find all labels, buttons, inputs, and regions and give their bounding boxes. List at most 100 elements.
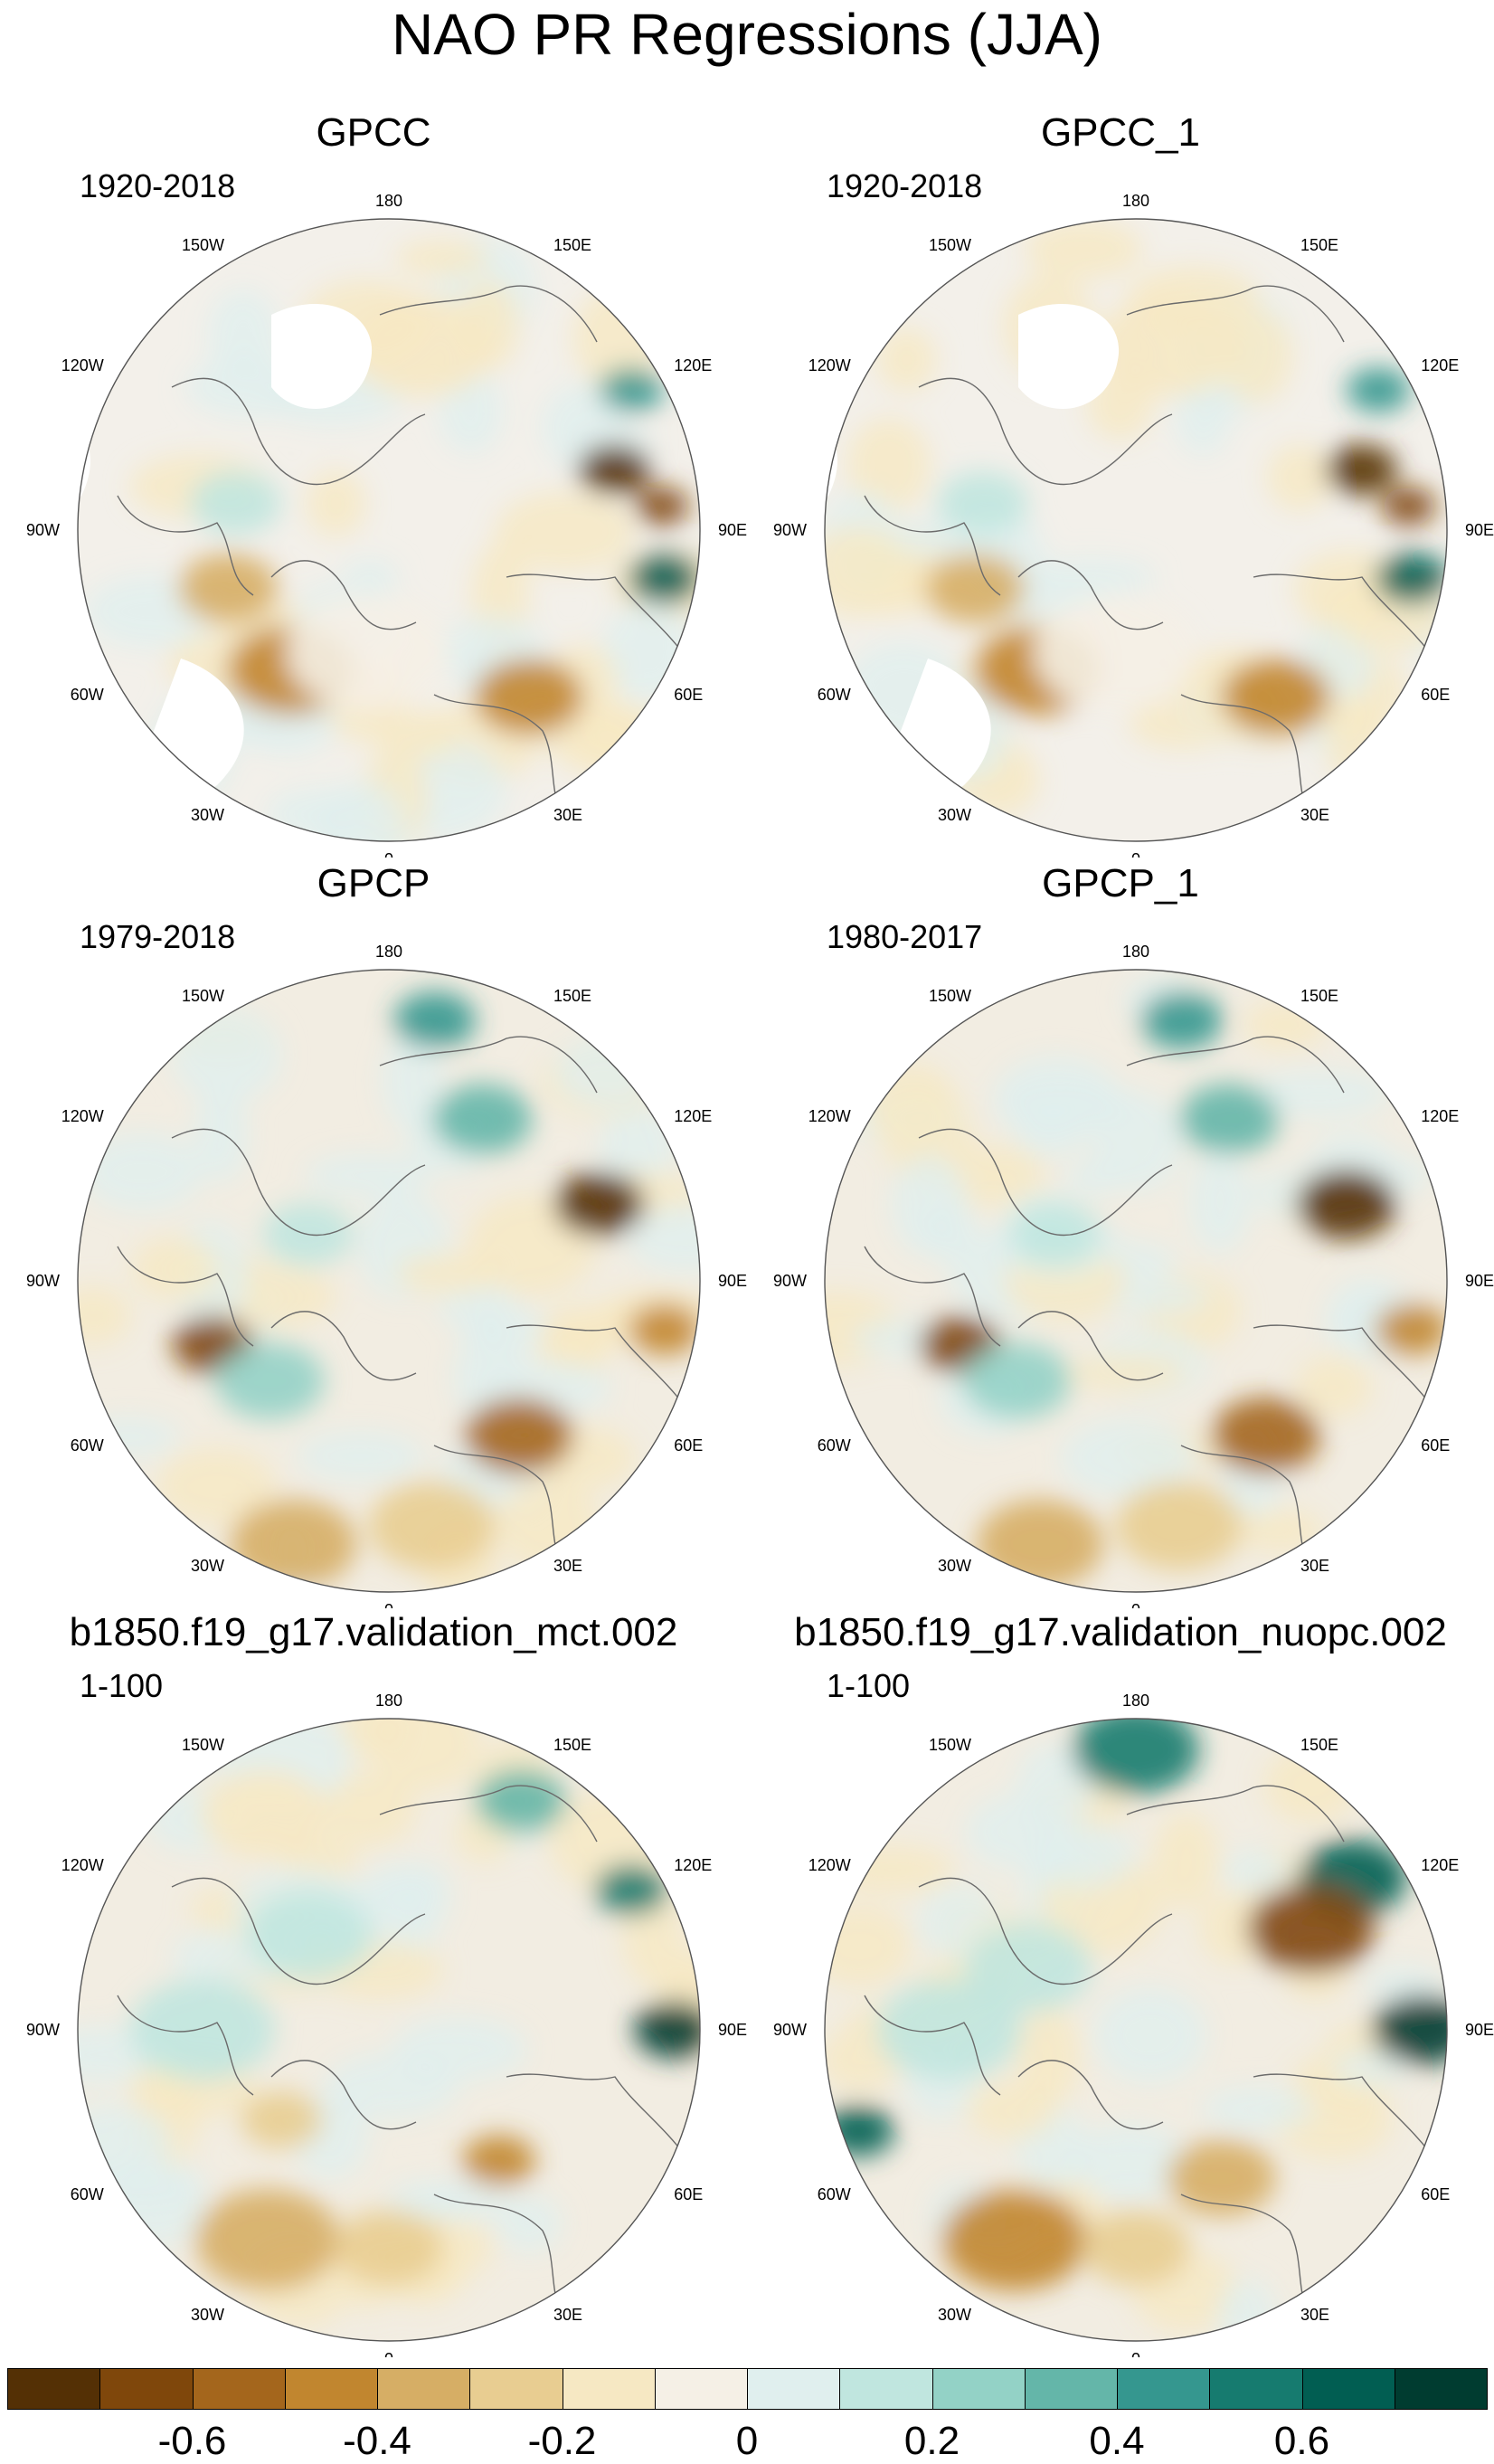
anomaly-patch xyxy=(876,1979,1022,2080)
field-patch xyxy=(1153,1812,1220,1910)
longitude-label: 60W xyxy=(818,1436,851,1455)
coastline xyxy=(506,2073,688,2159)
field-patch xyxy=(296,1430,425,1482)
longitude-label: 30W xyxy=(938,806,971,824)
coastline xyxy=(1017,2060,1164,2130)
longitude-label: 150E xyxy=(1300,236,1338,254)
field-patch xyxy=(171,1008,282,1103)
field-patch xyxy=(1029,1824,1136,1888)
anomaly-patch xyxy=(1221,659,1330,735)
longitude-label: 150W xyxy=(929,236,971,254)
coastline xyxy=(117,1995,254,2096)
panel-title: b1850.f19_g17.validation_mct.002 xyxy=(69,1610,678,1654)
colorbar-tick-label: 0.2 xyxy=(903,2419,960,2463)
colorbar-swatch xyxy=(1209,2368,1303,2410)
longitude-label: 0 xyxy=(1131,1601,1140,1608)
longitude-label: 30E xyxy=(553,1557,582,1575)
coastline xyxy=(1017,1311,1164,1381)
panel-title: GPCC xyxy=(316,110,431,155)
coastline xyxy=(1253,573,1435,659)
longitude-label: 180 xyxy=(375,1692,402,1710)
coastline xyxy=(864,1246,1001,1347)
anomaly-patch xyxy=(1115,1482,1243,1571)
longitude-label: 0 xyxy=(384,2350,393,2357)
polar-map: 180 150E 120E 90E 60E 30E 0 30W 60W 90W 120W 150W xyxy=(26,1692,747,2357)
colorbar-swatch xyxy=(654,2368,748,2410)
anomaly-patch xyxy=(941,2189,1087,2291)
colorbar: -0.6 -0.4 -0.2 0 0.2 0.4 0.6 xyxy=(7,2368,1488,2464)
field-patch xyxy=(876,327,937,393)
anomaly-patch xyxy=(194,2189,340,2291)
longitude-label: 60W xyxy=(71,686,104,704)
longitude-label: 120E xyxy=(1421,356,1459,374)
anomaly-patch xyxy=(825,2105,894,2156)
longitude-label: 30W xyxy=(938,1557,971,1575)
coastline xyxy=(379,285,598,343)
longitude-label: 60W xyxy=(71,2185,104,2203)
anomaly-patch xyxy=(348,295,494,397)
field-patch xyxy=(599,1104,676,1191)
anomaly-patch xyxy=(977,1499,1104,1588)
longitude-label: 150E xyxy=(553,1736,591,1754)
map-boundary xyxy=(824,218,1448,842)
colorbar-swatch xyxy=(284,2368,378,2410)
coastline xyxy=(1126,1785,1345,1843)
field-patch xyxy=(1248,1070,1391,1118)
coastline xyxy=(270,1311,417,1381)
field-patch xyxy=(1091,1092,1183,1192)
anomaly-patch xyxy=(1347,367,1411,412)
anomaly-patch xyxy=(1375,553,1447,604)
panel-title: b1850.f19_g17.validation_nuopc.002 xyxy=(794,1610,1447,1654)
longitude-label: 0 xyxy=(1131,2350,1140,2357)
coastline xyxy=(171,1128,426,1237)
field-patch xyxy=(553,1036,657,1109)
coastline xyxy=(379,1785,598,1843)
colorbar-tick-label: -0.4 xyxy=(343,2419,411,2463)
colorbar-swatch xyxy=(562,2368,656,2410)
longitude-label: 90W xyxy=(773,521,807,539)
field-patch xyxy=(1263,1745,1358,1824)
panel-period: 1-100 xyxy=(80,1667,164,1704)
anomaly-patch xyxy=(937,471,1028,535)
field-patch xyxy=(626,1204,700,1274)
map-panel: b1850.f19_g17.validation_mct.002 1-100 180… xyxy=(0,1608,747,2359)
longitude-label: 90E xyxy=(1465,2021,1494,2039)
field-patch xyxy=(865,1063,958,1152)
field-patch xyxy=(539,1322,607,1372)
map-boundary xyxy=(77,1718,701,2342)
field-patch xyxy=(846,418,931,513)
panel-period: 1980-2017 xyxy=(827,918,983,955)
anomaly-patch xyxy=(230,1499,357,1588)
anomaly-patch xyxy=(1095,295,1241,397)
field-patch xyxy=(131,1237,218,1301)
map-boundary xyxy=(824,969,1448,1593)
field-patch xyxy=(78,1285,131,1346)
longitude-label: 60W xyxy=(818,2185,851,2203)
longitude-label: 150W xyxy=(182,987,224,1005)
panel-title: GPCC_1 xyxy=(1040,110,1201,155)
longitude-label: 30E xyxy=(1300,806,1329,824)
field-patch xyxy=(1025,219,1143,280)
panel-period: 1920-2018 xyxy=(80,167,236,204)
colorbar-swatch xyxy=(7,2368,101,2410)
field-patch xyxy=(1330,2050,1406,2088)
longitude-label: 150E xyxy=(553,987,591,1005)
field-patch xyxy=(1223,1848,1290,1892)
anomaly-patch xyxy=(1082,2209,1190,2286)
field-patch xyxy=(945,1144,1045,1208)
longitude-label: 90E xyxy=(718,1272,747,1290)
colorbar-swatch xyxy=(839,2368,933,2410)
colorbar-swatch xyxy=(1301,2368,1395,2410)
longitude-label: 60E xyxy=(674,686,703,704)
longitude-label: 90W xyxy=(26,1272,60,1290)
map-panel: GPCP_1 1980-2017 180 150E 120E 90E 60E 30E 0 30W 6… xyxy=(747,859,1494,1610)
field-patch xyxy=(1217,2278,1277,2341)
anomaly-patch xyxy=(393,991,476,1049)
field-patch xyxy=(306,469,366,537)
field-patch xyxy=(394,240,489,277)
longitude-label: 90E xyxy=(718,521,747,539)
field-patch xyxy=(825,526,912,618)
field-patch xyxy=(1060,1418,1196,1498)
anomaly-patch xyxy=(241,2091,323,2149)
missing-data-region xyxy=(271,304,373,409)
